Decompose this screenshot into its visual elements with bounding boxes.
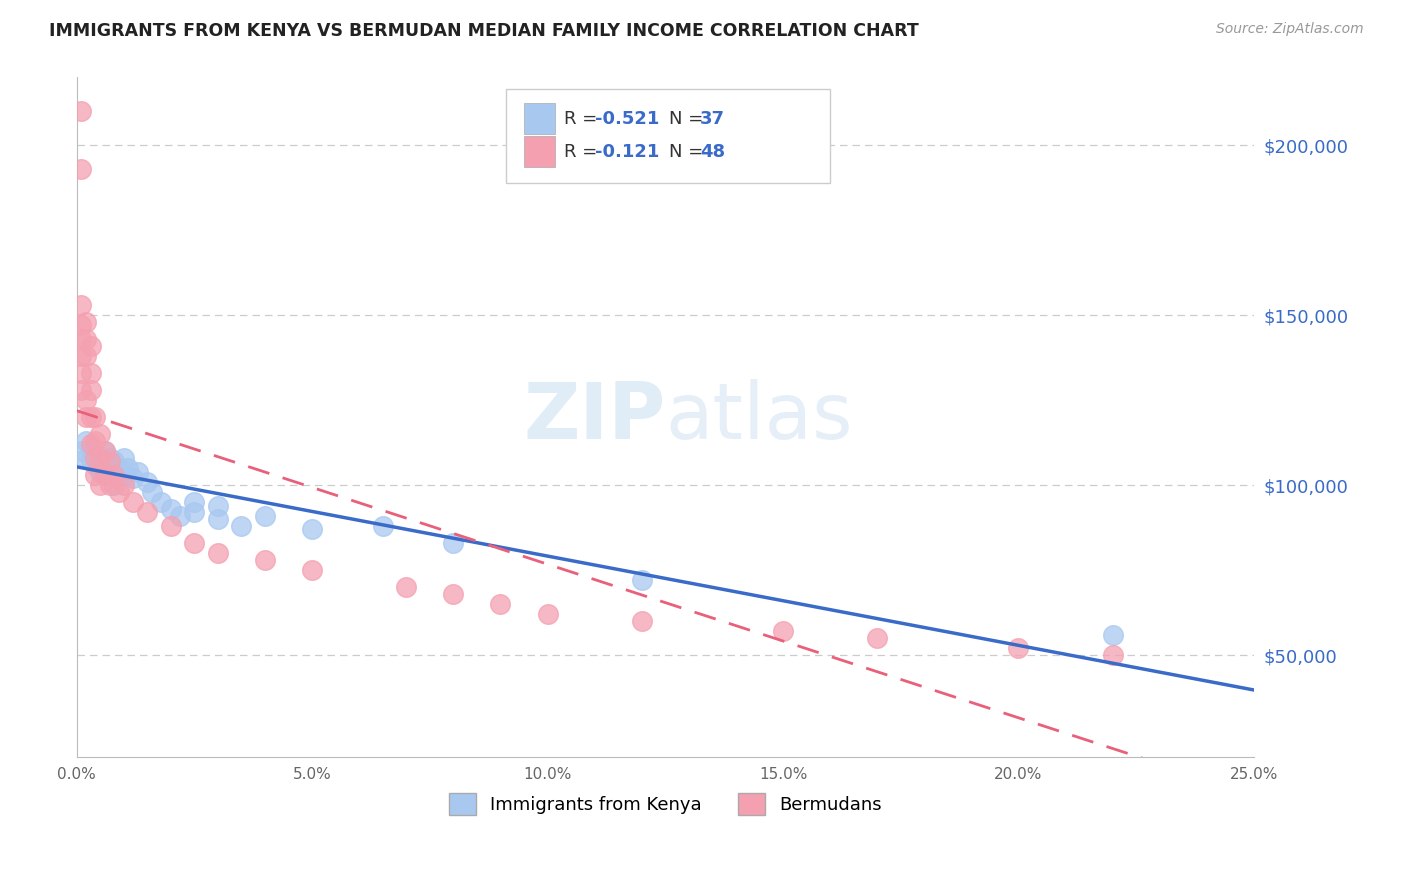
- Point: [79, 441, 101, 455]
- Point: [1101, 648, 1123, 662]
- Point: [103, 467, 125, 482]
- Point: [94, 458, 117, 472]
- Point: [70, 366, 93, 380]
- Point: [84, 410, 107, 425]
- Point: [84, 467, 107, 482]
- Text: N =: N =: [669, 143, 709, 161]
- Point: [441, 587, 464, 601]
- Point: [117, 461, 139, 475]
- Point: [84, 458, 107, 472]
- Point: [136, 475, 159, 489]
- Point: [70, 162, 93, 177]
- Point: [103, 478, 125, 492]
- Point: [489, 597, 512, 611]
- Point: [630, 574, 652, 588]
- Text: IMMIGRANTS FROM KENYA VS BERMUDAN MEDIAN FAMILY INCOME CORRELATION CHART: IMMIGRANTS FROM KENYA VS BERMUDAN MEDIAN…: [49, 22, 920, 40]
- Point: [536, 607, 558, 622]
- Point: [98, 467, 121, 482]
- Point: [94, 444, 117, 458]
- Point: [98, 478, 121, 492]
- Point: [207, 499, 229, 513]
- Text: atlas: atlas: [665, 379, 853, 455]
- Point: [75, 410, 97, 425]
- Point: [70, 104, 93, 119]
- Point: [136, 505, 159, 519]
- Point: [1101, 627, 1123, 641]
- Point: [75, 315, 97, 329]
- Point: [183, 505, 205, 519]
- Point: [79, 383, 101, 397]
- Point: [70, 349, 93, 363]
- Point: [75, 450, 97, 465]
- Point: [84, 448, 107, 462]
- Point: [1007, 641, 1029, 656]
- Point: [89, 427, 111, 442]
- Point: [84, 434, 107, 448]
- Point: [75, 332, 97, 346]
- Point: [395, 580, 418, 594]
- Point: [108, 485, 131, 500]
- Point: [112, 467, 135, 482]
- Point: [70, 444, 93, 458]
- Point: [79, 366, 101, 380]
- Point: [159, 502, 181, 516]
- Point: [371, 519, 394, 533]
- Point: [141, 485, 163, 500]
- Legend: Immigrants from Kenya, Bermudans: Immigrants from Kenya, Bermudans: [441, 786, 889, 822]
- Point: [301, 522, 323, 536]
- Point: [89, 450, 111, 465]
- Point: [79, 454, 101, 468]
- Point: [75, 434, 97, 448]
- Point: [112, 450, 135, 465]
- Point: [207, 512, 229, 526]
- Point: [79, 410, 101, 425]
- Point: [94, 467, 117, 482]
- Point: [122, 495, 145, 509]
- Point: [94, 444, 117, 458]
- Point: [441, 536, 464, 550]
- Point: [98, 454, 121, 468]
- Point: [75, 349, 97, 363]
- Point: [122, 471, 145, 485]
- Point: [70, 318, 93, 333]
- Text: -0.121: -0.121: [595, 143, 659, 161]
- Point: [127, 465, 149, 479]
- Point: [70, 383, 93, 397]
- Point: [79, 339, 101, 353]
- Point: [301, 563, 323, 577]
- Text: R =: R =: [564, 110, 603, 128]
- Point: [89, 478, 111, 492]
- Point: [772, 624, 794, 639]
- Text: 37: 37: [700, 110, 725, 128]
- Point: [112, 478, 135, 492]
- Point: [70, 298, 93, 312]
- Point: [89, 450, 111, 465]
- Text: -0.521: -0.521: [595, 110, 659, 128]
- Point: [169, 508, 191, 523]
- Text: 48: 48: [700, 143, 725, 161]
- Text: R =: R =: [564, 143, 603, 161]
- Point: [866, 631, 889, 645]
- Point: [108, 461, 131, 475]
- Point: [75, 393, 97, 408]
- Point: [98, 450, 121, 465]
- Point: [630, 614, 652, 628]
- Text: ZIP: ZIP: [523, 379, 665, 455]
- Point: [183, 536, 205, 550]
- Point: [207, 546, 229, 560]
- Point: [79, 437, 101, 451]
- Text: Source: ZipAtlas.com: Source: ZipAtlas.com: [1216, 22, 1364, 37]
- Point: [70, 332, 93, 346]
- Point: [89, 465, 111, 479]
- Point: [253, 508, 276, 523]
- Point: [231, 519, 253, 533]
- Point: [84, 450, 107, 465]
- Text: N =: N =: [669, 110, 709, 128]
- Point: [183, 495, 205, 509]
- Point: [103, 454, 125, 468]
- Point: [253, 553, 276, 567]
- Point: [150, 495, 173, 509]
- Point: [159, 519, 181, 533]
